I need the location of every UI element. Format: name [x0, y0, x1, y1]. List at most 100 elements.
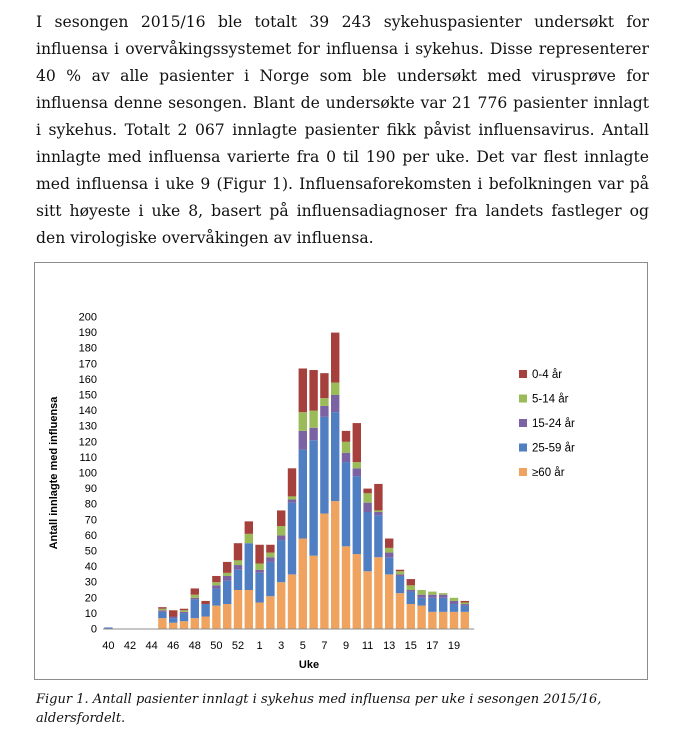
axes-group: 0102030405060708090100110120130140150160…: [48, 312, 475, 671]
bar-week-19-series-3: [449, 597, 459, 601]
chart: 0102030405060708090100110120130140150160…: [48, 312, 575, 672]
y-tick-label: 130: [79, 421, 97, 433]
bar-week-3-series-2: [277, 535, 286, 541]
bar-week-11-series-2: [363, 502, 372, 512]
bar-week-46-series-2: [169, 616, 178, 619]
bar-week-45-series-1: [158, 611, 167, 619]
bar-week-10-series-2: [352, 468, 361, 477]
bar-week-1-series-3: [255, 563, 264, 570]
y-tick-label: 20: [85, 592, 97, 604]
bar-week-51-series-1: [223, 580, 232, 605]
bar-week-12-series-1: [374, 515, 383, 558]
bar-week-4-series-1: [287, 502, 297, 575]
bar-week-52-series-1: [233, 569, 243, 590]
x-tick-label: 19: [448, 640, 460, 652]
y-tick-label: 50: [85, 546, 97, 558]
bar-week-4-series-0: [287, 574, 297, 629]
bar-week-53-series-0: [244, 590, 253, 629]
bar-week-2-series-0: [266, 596, 275, 629]
bar-week-9-series-4: [341, 430, 351, 442]
bar-week-19-series-0: [449, 611, 459, 629]
bar-week-18-series-0: [439, 611, 448, 629]
y-tick-label: 0: [91, 624, 97, 636]
bar-week-1-series-0: [255, 602, 264, 629]
bar-week-19-series-2: [449, 600, 459, 605]
bar-week-48-series-2: [190, 597, 199, 600]
bar-week-7-series-2: [320, 405, 329, 417]
x-tick-label: 15: [405, 640, 417, 652]
intro-paragraph: I sesongen 2015/16 ble totalt 39 243 syk…: [36, 13, 649, 247]
y-tick-label: 40: [85, 561, 97, 573]
bar-week-52-series-3: [233, 560, 243, 566]
bar-week-16-series-0: [417, 605, 426, 629]
bar-week-1-series-2: [255, 569, 264, 573]
bar-week-3-series-1: [277, 540, 286, 583]
bar-week-9-series-0: [341, 546, 351, 629]
bar-week-14-series-3: [395, 571, 405, 575]
bar-week-48-series-3: [190, 594, 199, 598]
y-tick-label: 140: [79, 405, 97, 417]
bar-week-9-series-3: [341, 441, 351, 453]
bar-week-5-series-4: [298, 368, 307, 413]
x-tick-label: 17: [426, 640, 438, 652]
x-tick-label: 13: [383, 640, 395, 652]
legend-swatch: [519, 443, 527, 452]
bar-week-8-series-3: [331, 382, 340, 395]
bar-week-18-series-3: [439, 593, 448, 595]
bar-week-2-series-2: [266, 557, 275, 562]
bar-week-53-series-1: [244, 543, 253, 590]
bar-week-2-series-1: [266, 561, 275, 597]
bar-week-13-series-3: [385, 547, 394, 553]
bar-week-45-series-2: [158, 610, 167, 612]
y-tick-label: 110: [79, 452, 97, 464]
bar-week-5-series-2: [298, 430, 307, 450]
bar-week-50-series-0: [212, 605, 221, 629]
legend-label: 0-4 år: [532, 369, 562, 381]
bar-week-13-series-2: [385, 552, 394, 558]
bar-week-13-series-4: [385, 538, 394, 548]
bar-week-50-series-3: [212, 582, 221, 586]
bar-week-46-series-0: [169, 622, 178, 629]
x-tick-label: 40: [102, 640, 114, 652]
bar-week-46-series-4: [169, 610, 178, 617]
x-axis-title: Uke: [299, 659, 319, 671]
bar-week-17-series-1: [428, 597, 437, 612]
bar-week-19-series-1: [449, 604, 459, 612]
legend-swatch: [519, 468, 527, 476]
bar-week-14-series-0: [395, 593, 405, 629]
bar-week-14-series-4: [395, 569, 405, 572]
bar-week-6-series-2: [309, 427, 318, 441]
legend-label: 15-24 år: [532, 418, 575, 430]
bar-week-50-series-4: [212, 575, 221, 583]
bar-week-12-series-3: [374, 510, 383, 512]
bar-week-8-series-0: [331, 501, 340, 629]
bar-week-11-series-4: [363, 488, 372, 494]
bar-week-7-series-1: [320, 416, 329, 514]
bar-week-6-series-1: [309, 440, 318, 556]
bar-week-8-series-4: [331, 332, 340, 383]
bar-week-20-series-0: [460, 611, 469, 629]
y-tick-label: 100: [79, 468, 97, 480]
bar-week-50-series-1: [212, 588, 221, 606]
bar-week-2-series-4: [266, 544, 275, 553]
legend-label: 25-59 år: [532, 443, 575, 455]
bar-week-9-series-1: [341, 462, 351, 547]
y-tick-label: 200: [79, 312, 97, 324]
bar-week-20-series-4: [460, 600, 469, 603]
bar-week-51-series-2: [223, 575, 232, 581]
bar-week-40-series-1: [104, 627, 113, 629]
bar-week-11-series-3: [363, 493, 372, 503]
bar-week-49-series-4: [201, 600, 210, 605]
bar-week-50-series-2: [212, 585, 221, 589]
bar-week-16-series-3: [417, 590, 426, 595]
bar-week-51-series-0: [223, 604, 232, 629]
bar-week-46-series-1: [169, 618, 178, 623]
bar-week-7-series-0: [320, 513, 329, 629]
bars-group: [104, 332, 469, 629]
y-tick-label: 120: [79, 436, 97, 448]
y-tick-label: 90: [85, 483, 97, 495]
bar-week-47-series-4: [179, 608, 189, 611]
figure-frame: 0 10 20 30 40 50 60 70 80 90 100 110 120 130 140 150 160…: [34, 262, 648, 680]
bar-week-20-series-1: [460, 605, 469, 612]
bar-week-15-series-2: [406, 590, 415, 592]
